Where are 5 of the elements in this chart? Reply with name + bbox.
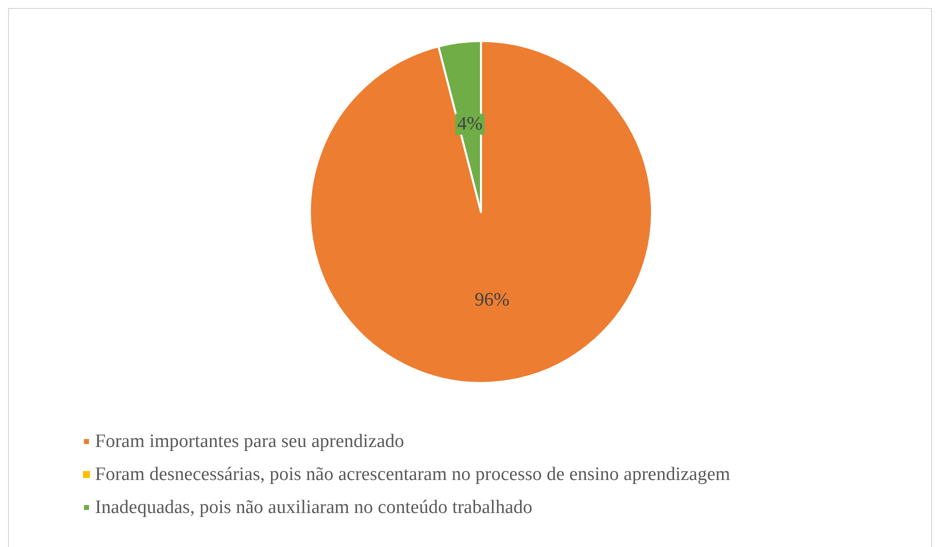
legend-label: Inadequadas, pois não auxiliaram no conteúdo trabalhado bbox=[95, 497, 532, 518]
legend-label: Foram desnecessárias, pois não acrescentaram no processo de ensino aprendizagem bbox=[95, 464, 730, 485]
data-label: 4% bbox=[457, 114, 483, 135]
legend-label: Foram importantes para seu aprendizado bbox=[95, 431, 404, 452]
data-label: 96% bbox=[474, 289, 510, 310]
